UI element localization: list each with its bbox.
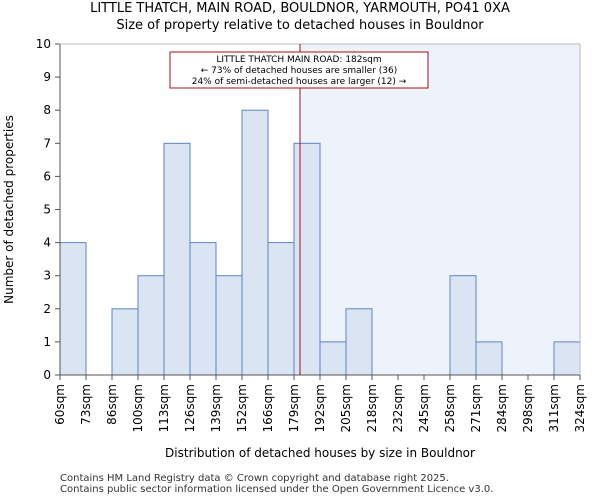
y-tick-label: 8 [43,103,51,117]
y-tick-label: 10 [36,37,51,51]
histogram-bar [215,275,243,376]
x-tick-label: 126sqm [183,384,197,432]
x-tick-label: 152sqm [235,384,249,432]
histogram-bar [59,242,87,376]
x-tick-label: 258sqm [443,384,457,432]
histogram-bar [111,308,139,376]
x-tick-label: 284sqm [495,384,509,432]
y-tick-label: 4 [43,236,51,250]
annotation-line-3: 24% of semi-detached houses are larger (… [192,77,407,87]
annotation-frame [169,51,429,89]
chart-title: LITTLE THATCH, MAIN ROAD, BOULDNOR, YARM… [90,1,510,16]
histogram-bar [189,242,217,376]
x-tick-label: 139sqm [209,384,223,432]
x-tick-label: 245sqm [417,384,431,432]
x-tick-label: 271sqm [469,384,483,432]
annotation-line-2: ← 73% of detached houses are smaller (36… [201,66,398,76]
x-tick-label: 232sqm [391,384,405,432]
x-tick-label: 218sqm [365,384,379,432]
histogram-bar [475,341,503,376]
y-tick-label: 6 [43,169,51,183]
histogram-bar [241,109,269,376]
x-tick-label: 100sqm [131,384,145,432]
y-tick-label: 2 [43,302,51,316]
histogram-bar [345,308,373,376]
y-tick-label: 1 [43,335,51,349]
larger-properties-region [300,44,580,375]
histogram-chart: 0 1 2 3 4 5 6 7 8 9 10 60sqm 73sqm 86sqm 100sqm 113sqm 1… [2,37,587,460]
x-tick-label: 179sqm [287,384,301,432]
x-tick-label: 311sqm [547,384,561,432]
histogram-bar [319,341,347,376]
annotation-line-1: LITTLE THATCH MAIN ROAD: 182sqm [216,55,381,65]
x-tick-label: 113sqm [157,384,171,432]
footer-line-1: Contains HM Land Registry data © Crown c… [60,473,449,484]
y-tick-label: 0 [43,368,51,382]
x-tick-label: 192sqm [313,384,327,432]
x-tick-label: 60sqm [53,384,67,425]
histogram-bar [267,242,295,376]
annotation-box: LITTLE THATCH MAIN ROAD: 182sqm ← 73% of… [169,51,429,89]
x-tick-label: 166sqm [261,384,275,432]
x-axis-label: Distribution of detached houses by size … [165,446,475,460]
x-tick-label: 324sqm [573,384,587,432]
x-tick-label: 86sqm [105,384,119,425]
histogram-bar [553,341,581,376]
histogram-bar [293,142,321,376]
chart-subtitle: Size of property relative to detached ho… [116,18,484,33]
x-tick-label: 205sqm [339,384,353,432]
y-tick-label: 3 [43,269,51,283]
y-tick-label: 5 [43,203,51,217]
histogram-bar [163,142,191,376]
y-axis-label: Number of detached properties [2,115,16,304]
histogram-bar [449,275,477,376]
y-tick-label: 9 [43,70,51,84]
x-tick-label: 73sqm [79,384,93,425]
footer-line-2: Contains public sector information licen… [60,484,494,495]
x-tick-label: 298sqm [521,384,535,432]
y-tick-label: 7 [43,136,51,150]
histogram-bar [137,275,165,376]
